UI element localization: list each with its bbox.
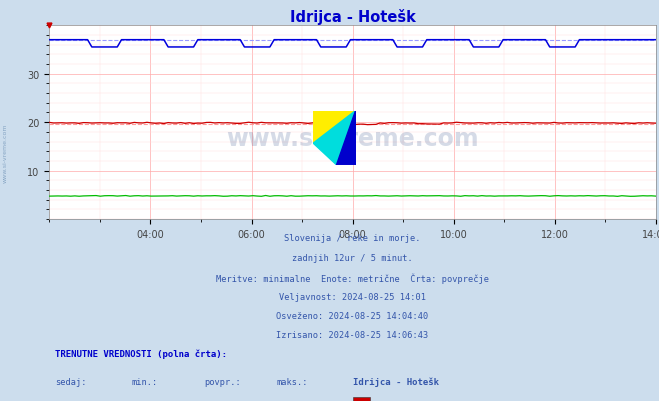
Text: Veljavnost: 2024-08-25 14:01: Veljavnost: 2024-08-25 14:01 <box>279 292 426 301</box>
Text: Idrijca - Hotešk: Idrijca - Hotešk <box>353 377 439 386</box>
Text: Slovenija / reke in morje.: Slovenija / reke in morje. <box>284 234 421 243</box>
FancyBboxPatch shape <box>353 397 370 401</box>
Text: povpr.:: povpr.: <box>204 377 241 386</box>
Text: www.si-vreme.com: www.si-vreme.com <box>226 126 479 150</box>
Text: www.si-vreme.com: www.si-vreme.com <box>3 123 8 182</box>
Text: sedaj:: sedaj: <box>55 377 87 386</box>
Text: maks.:: maks.: <box>277 377 308 386</box>
Title: Idrijca - Hotešk: Idrijca - Hotešk <box>289 9 416 25</box>
Text: Osveženo: 2024-08-25 14:04:40: Osveženo: 2024-08-25 14:04:40 <box>276 311 429 320</box>
Text: Meritve: minimalne  Enote: metrične  Črta: povprečje: Meritve: minimalne Enote: metrične Črta:… <box>216 272 489 283</box>
Text: zadnjih 12ur / 5 minut.: zadnjih 12ur / 5 minut. <box>292 253 413 262</box>
Text: TRENUTNE VREDNOSTI (polna črta):: TRENUTNE VREDNOSTI (polna črta): <box>55 348 227 358</box>
Text: min.:: min.: <box>131 377 158 386</box>
Text: Izrisano: 2024-08-25 14:06:43: Izrisano: 2024-08-25 14:06:43 <box>276 330 429 340</box>
